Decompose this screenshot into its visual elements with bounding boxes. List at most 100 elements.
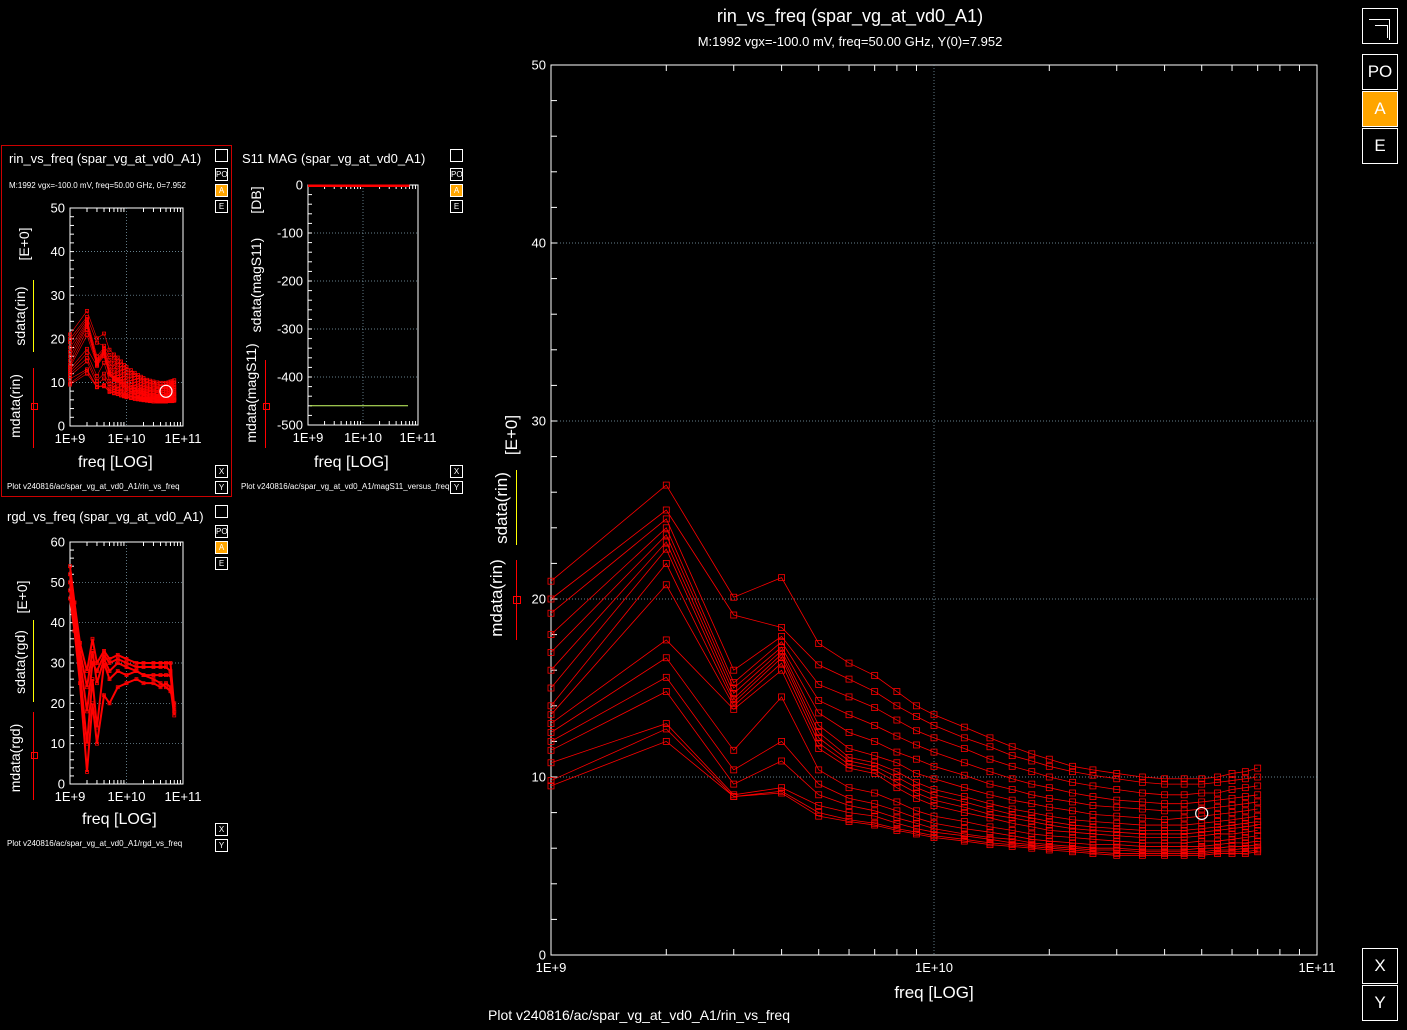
- data-point: [1214, 850, 1221, 857]
- data-point: [102, 384, 106, 389]
- s11-x-button[interactable]: X: [450, 465, 463, 478]
- data-point: [1045, 846, 1053, 854]
- y-tick-label: 0: [58, 777, 65, 792]
- data-point: [1241, 834, 1249, 841]
- data-point: [134, 661, 139, 665]
- data-point: [134, 677, 139, 682]
- data-point: [815, 640, 823, 647]
- data-point: [68, 340, 72, 345]
- rgd-po-button[interactable]: PO: [215, 525, 228, 538]
- data-point: [662, 636, 670, 644]
- main-layout-icon[interactable]: [1362, 8, 1398, 44]
- data-point: [913, 819, 920, 827]
- rin-panel-selected-frame[interactable]: [1, 145, 232, 497]
- data-point: [1113, 841, 1121, 849]
- data-point: [1089, 823, 1097, 831]
- data-point: [1008, 835, 1016, 843]
- rgd-panel-y-unit: [E+0]: [14, 580, 30, 614]
- data-point: [1089, 771, 1097, 779]
- data-point: [168, 669, 173, 673]
- data-point: [1028, 814, 1036, 822]
- data-point: [1254, 764, 1262, 772]
- data-point: [151, 677, 156, 682]
- data-point: [662, 538, 670, 546]
- a-button[interactable]: A: [1362, 91, 1398, 127]
- data-point: [1214, 830, 1221, 838]
- rgd-y-button[interactable]: Y: [215, 839, 228, 852]
- data-point: [115, 657, 120, 661]
- rgd-e-button[interactable]: E: [215, 557, 228, 570]
- data-point: [102, 653, 106, 657]
- data-point: [1008, 814, 1016, 822]
- data-point: [815, 809, 823, 816]
- rin-x-button[interactable]: X: [215, 465, 228, 478]
- rin-small-chart[interactable]: 0 10 20 30 40 50 1E+9 1E+10 1E+11: [30, 200, 210, 450]
- x-axis-button[interactable]: X: [1362, 948, 1398, 984]
- data-point: [1161, 830, 1168, 838]
- data-point: [778, 757, 785, 765]
- data-point: [913, 727, 920, 735]
- data-point: [1214, 796, 1221, 804]
- data-point: [547, 631, 555, 638]
- data-point: [107, 677, 112, 682]
- s11-y-button[interactable]: Y: [450, 481, 463, 494]
- rin-y-button[interactable]: Y: [215, 481, 228, 494]
- data-point: [141, 398, 146, 403]
- data-point: [151, 665, 156, 669]
- po-button[interactable]: PO: [1362, 54, 1398, 90]
- data-point: [730, 793, 738, 800]
- data-point: [871, 704, 879, 711]
- data-point: [1198, 825, 1206, 833]
- main-y-sdata-legend-line: [516, 470, 517, 545]
- data-point: [960, 818, 968, 825]
- e-button[interactable]: E: [1362, 128, 1398, 164]
- rin-e-button[interactable]: E: [215, 200, 228, 213]
- s11-po-button[interactable]: PO: [450, 168, 463, 181]
- rgd-panel-y-mdata: mdata(rgd): [7, 723, 23, 793]
- rgd-panel-layout-icon[interactable]: [215, 505, 228, 518]
- rin-panel-subtitle: M:1992 vgx=-100.0 mV, freq=50.00 GHz, 0=…: [9, 181, 186, 190]
- data-point: [115, 363, 120, 368]
- data-point: [124, 661, 129, 665]
- data-point: [68, 336, 72, 341]
- data-point: [72, 608, 77, 613]
- data-point: [164, 673, 168, 678]
- s11-small-chart[interactable]: -500 -400 -300 -200 -100 0 1E+9 1E+10 1E+11: [262, 176, 452, 451]
- main-footer-path: Plot v240816/ac/spar_vg_at_vd0_A1/rin_vs…: [488, 1007, 790, 1023]
- main-y-mdata-label: mdata(rin): [487, 559, 506, 637]
- data-point: [1138, 821, 1146, 829]
- rgd-small-chart[interactable]: 0 10 20 30 40 50 60 1E+9 1E+10 1E+11: [30, 532, 210, 807]
- data-point: [124, 665, 129, 669]
- s11-panel-mdata-marker: [263, 403, 270, 410]
- data-point: [1254, 782, 1262, 790]
- rgd-a-button[interactable]: A: [215, 541, 228, 554]
- data-point: [893, 807, 901, 815]
- data-point: [132, 370, 137, 375]
- y-axis-button[interactable]: Y: [1362, 985, 1398, 1021]
- data-point: [115, 653, 120, 657]
- data-point: [662, 515, 670, 523]
- data-point: [1138, 843, 1146, 850]
- data-point: [68, 371, 72, 376]
- s11-e-button[interactable]: E: [450, 200, 463, 213]
- data-point: [730, 679, 738, 687]
- data-point: [1113, 803, 1121, 811]
- data-point: [1241, 819, 1249, 827]
- data-point: [1138, 839, 1146, 847]
- data-point: [1045, 818, 1053, 825]
- data-point: [930, 834, 938, 841]
- s11-a-button[interactable]: A: [450, 184, 463, 197]
- rin-po-button[interactable]: PO: [215, 168, 228, 181]
- rgd-x-button[interactable]: X: [215, 823, 228, 836]
- s11-panel-layout-icon[interactable]: [450, 149, 463, 162]
- data-point: [172, 398, 177, 403]
- rin-panel-layout-icon[interactable]: [215, 149, 228, 162]
- data-point: [960, 809, 968, 816]
- data-point: [1161, 839, 1168, 847]
- main-chart[interactable]: 0 10 20 30 40 50 1E+9 1E+10 1E+11: [480, 55, 1340, 1005]
- s11-panel-footer: Plot v240816/ac/spar_vg_at_vd0_A1/magS11…: [241, 482, 450, 491]
- rin-a-button[interactable]: A: [215, 184, 228, 197]
- data-point: [778, 574, 785, 582]
- data-point: [815, 780, 823, 788]
- data-point: [815, 709, 823, 717]
